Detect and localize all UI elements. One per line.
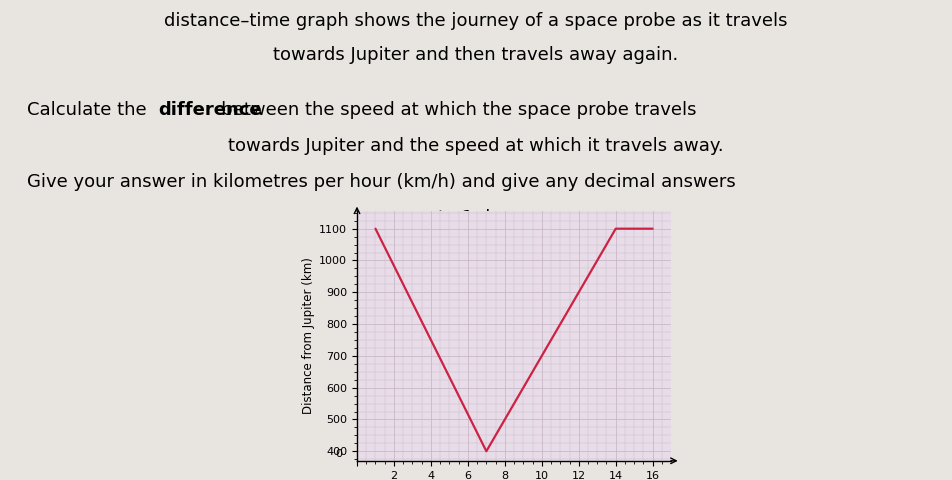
Y-axis label: Distance from Jupiter (km): Distance from Jupiter (km): [302, 258, 315, 414]
Text: distance–time graph shows the journey of a space probe as it travels: distance–time graph shows the journey of…: [165, 12, 787, 30]
Text: 0: 0: [335, 449, 342, 459]
Text: towards Jupiter and then travels away again.: towards Jupiter and then travels away ag…: [273, 46, 679, 63]
Text: Calculate the: Calculate the: [27, 101, 152, 119]
Text: to 1 d.p.: to 1 d.p.: [438, 209, 514, 227]
Text: between the speed at which the space probe travels: between the speed at which the space pro…: [158, 101, 697, 119]
Text: Give your answer in kilometres per hour (km/h) and give any decimal answers: Give your answer in kilometres per hour …: [27, 173, 735, 191]
Text: towards Jupiter and the speed at which it travels away.: towards Jupiter and the speed at which i…: [228, 137, 724, 155]
Text: difference: difference: [158, 101, 262, 119]
